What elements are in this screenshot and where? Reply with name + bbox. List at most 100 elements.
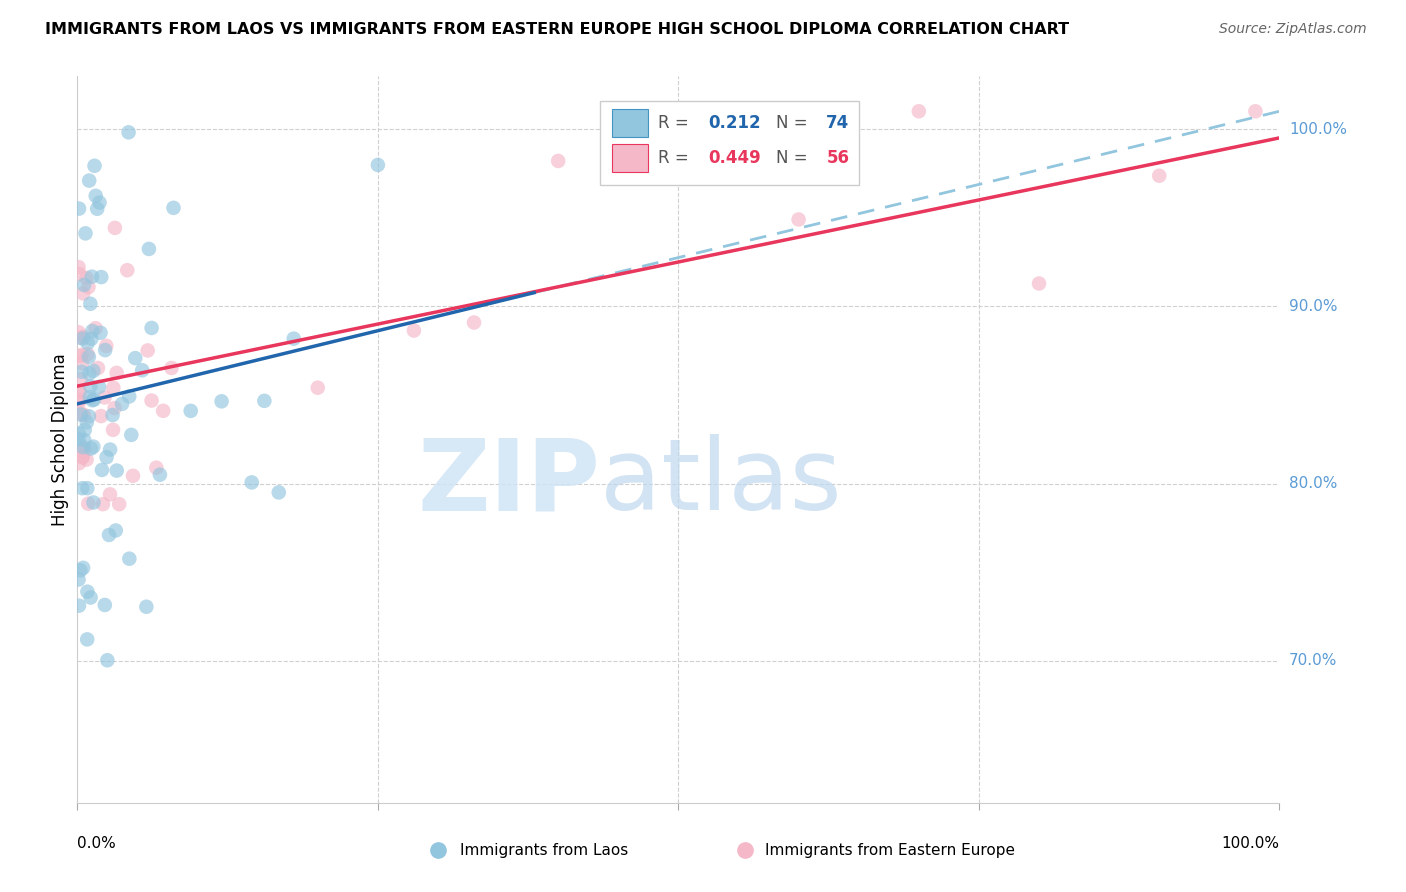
Point: [668, 112, 690, 126]
Point: [131, 363, 153, 377]
Point: [211, 394, 233, 409]
Text: 100.0%: 100.0%: [1289, 121, 1347, 136]
Text: 100.0%: 100.0%: [1222, 836, 1279, 850]
Point: [367, 158, 389, 172]
Point: [307, 381, 329, 395]
Point: [283, 332, 305, 346]
Point: [69, 330, 91, 344]
Point: [98, 528, 121, 542]
FancyBboxPatch shape: [600, 102, 859, 185]
Point: [162, 201, 184, 215]
Text: 0.449: 0.449: [709, 149, 761, 167]
Point: [77, 280, 100, 294]
Point: [70, 407, 93, 421]
Point: [103, 401, 125, 415]
Text: R =: R =: [658, 149, 695, 167]
Text: 74: 74: [827, 114, 849, 132]
Point: [141, 393, 163, 408]
Point: [76, 481, 98, 495]
Point: [80, 332, 103, 346]
Point: [267, 485, 290, 500]
Point: [136, 343, 159, 358]
Point: [79, 591, 101, 605]
Point: [67, 384, 90, 399]
Point: [79, 367, 101, 381]
Point: [908, 104, 931, 119]
Point: [149, 467, 172, 482]
Point: [117, 263, 139, 277]
Point: [118, 389, 141, 403]
Point: [84, 321, 107, 335]
Point: [80, 269, 103, 284]
Point: [89, 326, 111, 340]
Point: [83, 392, 105, 407]
Point: [145, 460, 167, 475]
Text: IMMIGRANTS FROM LAOS VS IMMIGRANTS FROM EASTERN EUROPE HIGH SCHOOL DIPLOMA CORRE: IMMIGRANTS FROM LAOS VS IMMIGRANTS FROM …: [45, 22, 1069, 37]
Point: [87, 361, 110, 376]
Point: [87, 380, 110, 394]
Point: [67, 573, 90, 587]
Point: [463, 316, 485, 330]
Point: [82, 393, 104, 408]
Point: [83, 159, 105, 173]
Point: [67, 426, 90, 441]
Point: [86, 202, 108, 216]
Point: [111, 397, 134, 411]
Point: [72, 481, 94, 495]
Text: 56: 56: [827, 149, 849, 167]
Point: [73, 277, 96, 292]
Point: [118, 551, 141, 566]
Point: [72, 286, 94, 301]
Point: [120, 428, 142, 442]
Point: [67, 202, 90, 216]
Point: [105, 366, 128, 380]
Point: [69, 408, 91, 422]
Point: [72, 450, 94, 465]
Text: Immigrants from Laos: Immigrants from Laos: [460, 843, 628, 857]
Point: [75, 227, 97, 241]
Point: [69, 349, 91, 363]
Point: [70, 356, 93, 370]
Point: [141, 321, 163, 335]
Point: [96, 653, 118, 667]
Point: [75, 271, 97, 285]
Point: [547, 153, 569, 168]
Point: [98, 487, 121, 501]
Text: 80.0%: 80.0%: [1289, 476, 1337, 491]
Point: [72, 330, 94, 344]
Point: [94, 598, 117, 612]
Text: 70.0%: 70.0%: [1289, 654, 1337, 668]
Point: [69, 267, 91, 281]
Point: [104, 220, 127, 235]
Point: [73, 442, 96, 456]
Point: [138, 242, 160, 256]
Point: [787, 212, 810, 227]
Point: [76, 415, 98, 429]
Text: R =: R =: [658, 114, 695, 132]
Point: [82, 440, 104, 454]
Point: [79, 297, 101, 311]
Point: [91, 497, 114, 511]
Point: [73, 423, 96, 437]
Point: [70, 443, 93, 458]
Bar: [612, 145, 648, 172]
Point: [124, 351, 146, 365]
Point: [73, 408, 96, 422]
Text: atlas: atlas: [600, 434, 842, 532]
Point: [76, 336, 98, 351]
Point: [90, 409, 112, 423]
Point: [1244, 104, 1267, 119]
Point: [70, 348, 93, 362]
Point: [152, 404, 174, 418]
Point: [72, 561, 94, 575]
Text: 0.0%: 0.0%: [77, 836, 117, 850]
Point: [117, 125, 139, 139]
Point: [103, 381, 125, 395]
Point: [72, 440, 94, 454]
Point: [76, 584, 98, 599]
Text: N =: N =: [776, 114, 813, 132]
Point: [104, 524, 127, 538]
Point: [93, 391, 115, 405]
Point: [240, 475, 263, 490]
Point: [76, 347, 98, 361]
